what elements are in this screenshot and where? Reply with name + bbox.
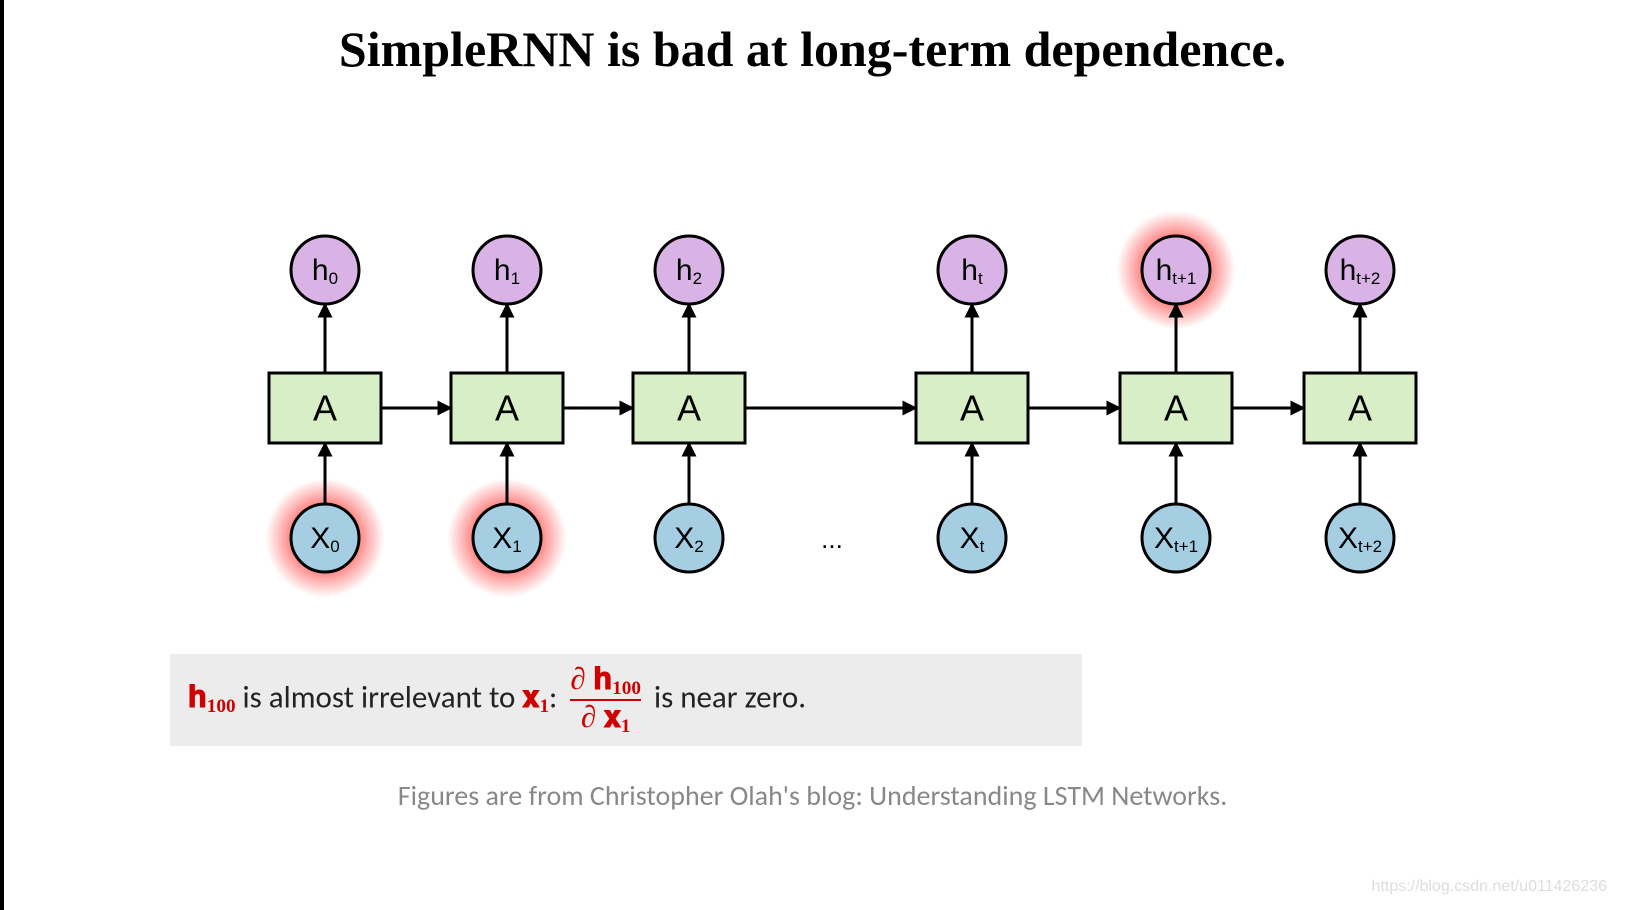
rnn-cell-label: A: [960, 388, 984, 429]
credit-text: Figures are from Christopher Olah's blog…: [398, 778, 1228, 813]
statement-content: 𝐡100 is almost irrelevant to 𝐱1: ∂ 𝐡100∂…: [188, 663, 806, 737]
ellipsis: ...: [821, 524, 843, 554]
statement-box: 𝐡100 is almost irrelevant to 𝐱1: ∂ 𝐡100∂…: [170, 654, 1082, 746]
watermark-text: https://blog.csdn.net/u011426236: [1372, 878, 1607, 895]
credit-line: Figures are from Christopher Olah's blog…: [0, 778, 1625, 813]
rnn-diagram: Ah0X0Ah1X1Ah2X2AhtXtAht+1Xt+1Aht+2Xt+2..…: [0, 0, 1625, 910]
rnn-cell-label: A: [1348, 388, 1372, 429]
rnn-cell-label: A: [313, 388, 337, 429]
rnn-cell-label: A: [495, 388, 519, 429]
watermark: https://blog.csdn.net/u011426236: [1372, 878, 1607, 896]
rnn-cell-label: A: [677, 388, 701, 429]
rnn-cell-label: A: [1164, 388, 1188, 429]
